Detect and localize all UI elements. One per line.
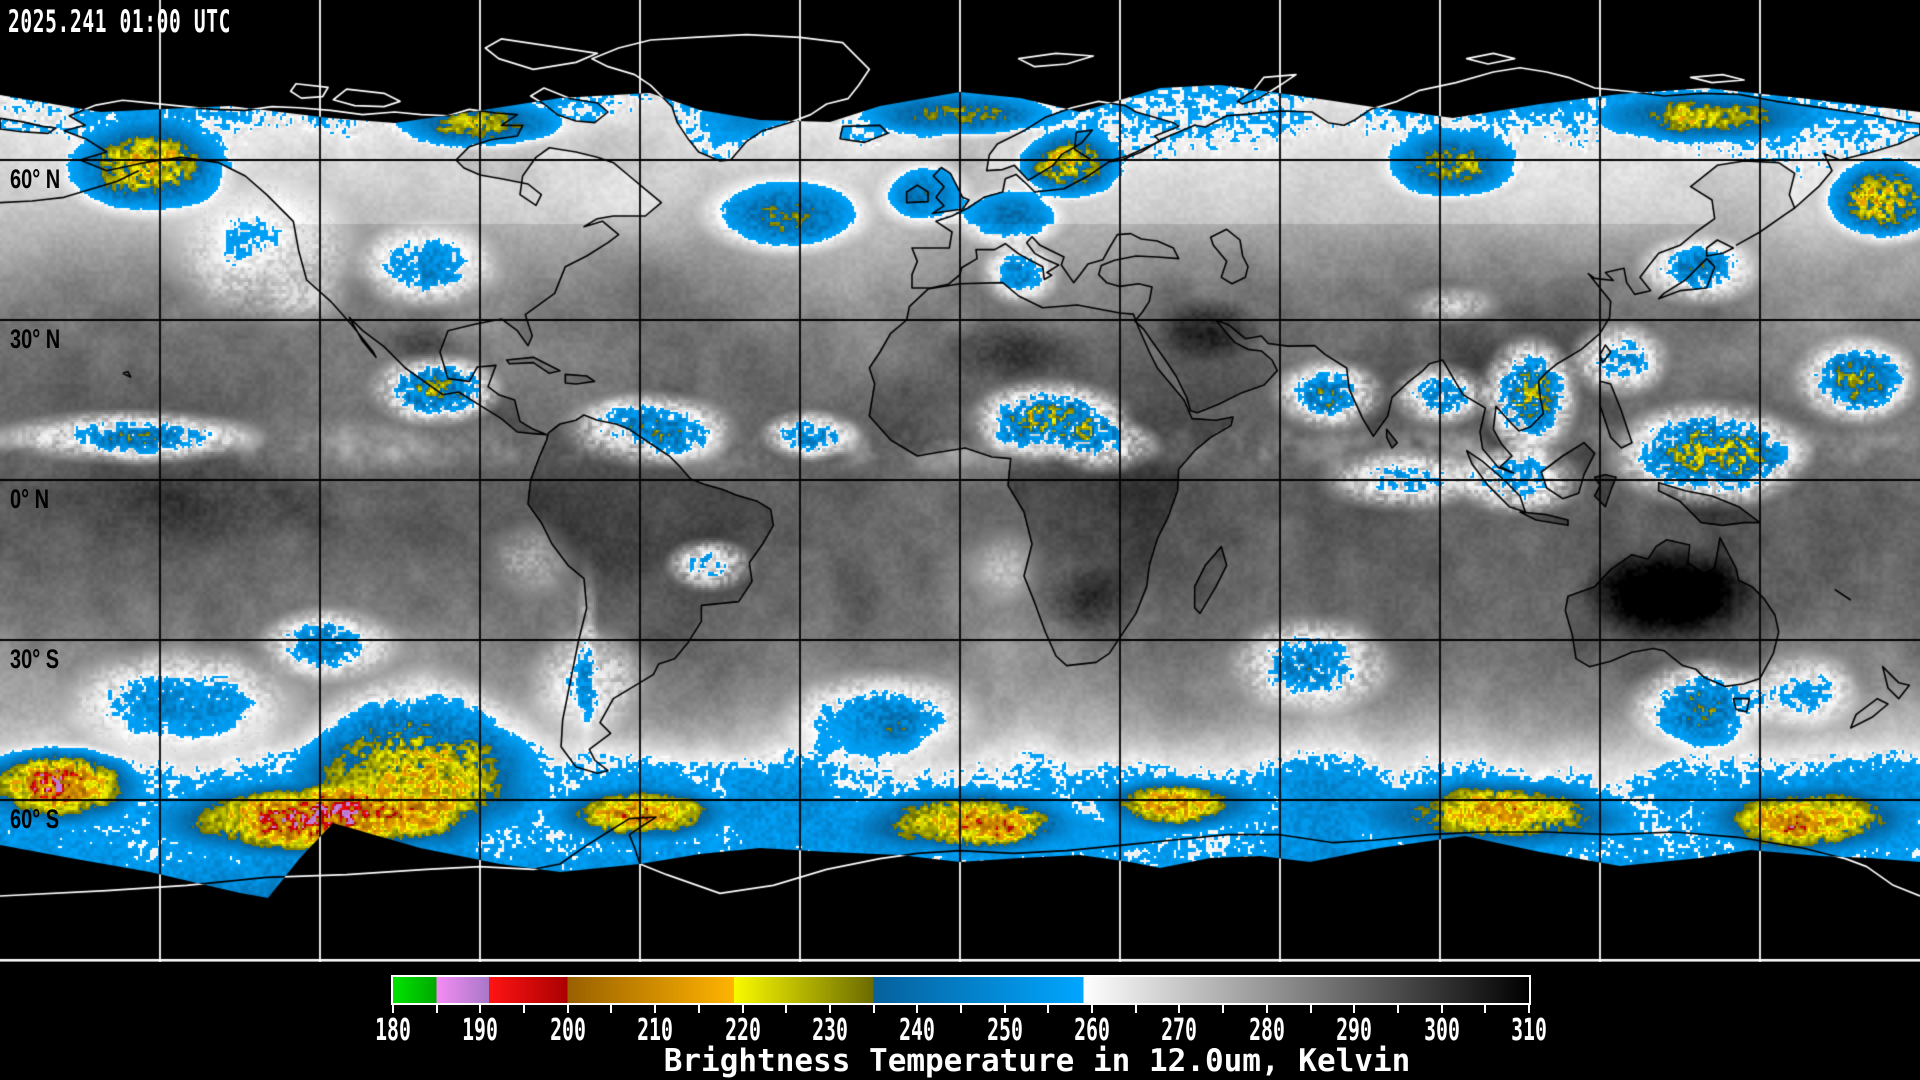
- latitude-label: 60° N: [10, 164, 61, 194]
- colorbar-tick: [435, 1004, 438, 1013]
- colorbar-tick-label: 300: [1423, 1013, 1460, 1048]
- colorbar-tick: [610, 1004, 613, 1013]
- colorbar-tick: [1091, 1004, 1094, 1013]
- colorbar-tick: [916, 1004, 919, 1013]
- colorbar-tick-label: 310: [1511, 1013, 1547, 1048]
- colorbar-tick-label: 210: [637, 1013, 674, 1048]
- colorbar-tick-label: 230: [812, 1013, 848, 1048]
- colorbar-tick-label: 270: [1161, 1013, 1198, 1048]
- satellite-ir-composite-canvas: [0, 0, 1920, 962]
- colorbar-tick-label: 220: [724, 1013, 761, 1048]
- colorbar-tick: [1309, 1004, 1312, 1013]
- colorbar-tick-label: 250: [986, 1013, 1023, 1048]
- colorbar-tick: [1484, 1004, 1487, 1013]
- colorbar-tick-label: 260: [1074, 1013, 1110, 1048]
- colorbar-caption: Brightness Temperature in 12.0um, Kelvin: [663, 1043, 1411, 1079]
- colorbar-tick: [785, 1004, 788, 1013]
- colorbar-tick: [566, 1004, 569, 1013]
- colorbar-tick: [392, 1004, 394, 1013]
- colorbar-tick: [1178, 1004, 1181, 1013]
- colorbar-tick: [1003, 1004, 1006, 1013]
- colorbar-tick: [960, 1004, 962, 1013]
- colorbar-tick: [1265, 1004, 1268, 1013]
- latitude-label: 30° S: [10, 644, 60, 674]
- colorbar-tick-label: 290: [1336, 1013, 1373, 1048]
- colorbar-tick-label: 240: [899, 1013, 936, 1048]
- colorbar-tick: [1353, 1004, 1356, 1013]
- colorbar-tick: [1396, 1004, 1399, 1013]
- colorbar-tick: [654, 1004, 657, 1013]
- colorbar-tick: [1528, 1004, 1530, 1013]
- colorbar-tick: [1440, 1004, 1443, 1013]
- colorbar-tick: [828, 1004, 831, 1013]
- colorbar-tick-label: 280: [1248, 1013, 1285, 1048]
- colorbar-tick-label: 180: [375, 1013, 411, 1048]
- colorbar-tick-label: 190: [462, 1013, 499, 1048]
- latitude-label: 60° S: [10, 804, 60, 834]
- colorbar-tick: [523, 1004, 526, 1013]
- timestamp-label: 2025.241 01:00 UTC: [8, 4, 231, 40]
- colorbar-tick: [872, 1004, 875, 1013]
- latitude-label: 0° N: [10, 484, 50, 514]
- colorbar-tick: [479, 1004, 482, 1013]
- colorbar-tick: [697, 1004, 700, 1013]
- latitude-label: 30° N: [10, 324, 61, 354]
- colorbar-tick-label: 200: [549, 1013, 586, 1048]
- colorbar-tick: [741, 1004, 744, 1013]
- colorbar-tick: [1134, 1004, 1137, 1013]
- colorbar-tick: [1222, 1004, 1225, 1013]
- colorbar-gradient-bar: [391, 975, 1531, 1005]
- colorbar-tick: [1047, 1004, 1050, 1013]
